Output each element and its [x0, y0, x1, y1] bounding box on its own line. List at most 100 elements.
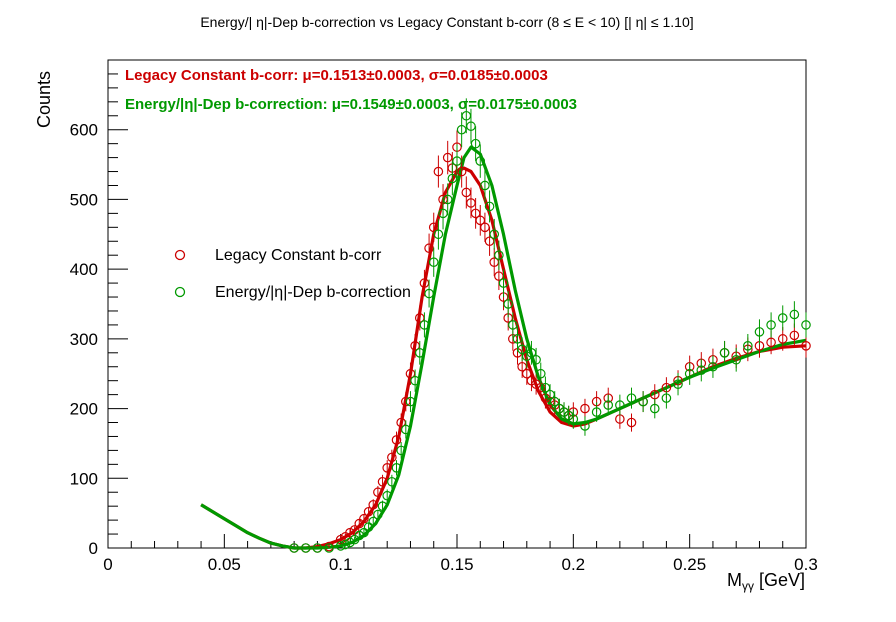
data-point-energy	[447, 173, 458, 184]
data-point-legacy	[456, 166, 467, 177]
x-tick-label: 0.25	[673, 555, 706, 574]
data-point-energy	[300, 543, 311, 553]
legend-marker-energy	[174, 286, 186, 298]
data-point-energy	[696, 365, 707, 376]
fit-curves	[200, 145, 807, 550]
x-axis-title: Mγγ [GeV]	[727, 570, 805, 593]
data-point-legacy	[363, 506, 374, 517]
data-point-legacy	[359, 513, 369, 524]
data-point-energy	[743, 341, 753, 351]
data-point-energy	[452, 156, 462, 166]
y-tick-label: 0	[89, 539, 98, 558]
data-point-energy	[754, 327, 765, 337]
x-axis-title-unit: [GeV]	[754, 570, 805, 590]
data-point-energy	[638, 396, 648, 407]
data-point-legacy	[626, 417, 637, 428]
x-tick-label: 0.1	[329, 555, 353, 574]
data-point-energy	[535, 368, 546, 379]
data-point-legacy	[368, 499, 379, 510]
fit-annotation-legacy: Legacy Constant b-corr: μ=0.1513±0.0003,…	[125, 67, 548, 84]
legend: Legacy Constant b-corr Energy/|η|-Dep b-…	[174, 247, 411, 301]
data-point-energy	[531, 354, 541, 365]
y-tick-label: 100	[70, 469, 98, 488]
data-point-energy	[470, 138, 481, 149]
data-point-energy	[396, 445, 406, 456]
data-point-energy	[289, 543, 299, 553]
data-point-energy	[568, 414, 579, 424]
y-tick-label: 500	[70, 190, 98, 209]
fit-annotation-energy: Energy/|η|-Dep b-correction: μ=0.1549±0.…	[125, 96, 577, 113]
data-point-energy	[626, 393, 637, 403]
data-point-energy	[363, 522, 374, 532]
data-point-legacy	[387, 452, 397, 463]
data-point-energy	[615, 400, 625, 410]
data-point-energy	[466, 121, 476, 132]
data-point-legacy	[766, 337, 776, 348]
data-point-legacy	[461, 187, 472, 198]
data-point-energy	[428, 257, 439, 267]
data-point-energy	[731, 354, 741, 365]
data-point-energy	[438, 208, 448, 219]
data-point-legacy	[615, 414, 625, 424]
data-point-energy	[719, 347, 730, 358]
data-point-legacy	[349, 525, 360, 535]
x-tick-label: 0.05	[208, 555, 241, 574]
data-point-energy	[475, 156, 486, 166]
data-point-legacy	[433, 166, 444, 177]
data-point-energy	[456, 124, 467, 135]
data-point-legacy	[377, 476, 388, 487]
data-point-energy	[591, 407, 602, 417]
fit-curve-energy	[200, 145, 807, 550]
x-tick-label: 0.3	[794, 555, 818, 574]
data-point-energy	[405, 396, 416, 407]
data-point-legacy	[419, 278, 430, 288]
data-point-energy	[419, 320, 430, 330]
data-point-energy	[649, 403, 660, 414]
data-point-legacy	[466, 198, 476, 208]
data-point-energy	[382, 490, 392, 501]
data-point-energy	[603, 400, 614, 410]
x-tick-label: 0.2	[562, 555, 586, 574]
data-point-legacy	[649, 389, 660, 400]
data-point-legacy	[442, 152, 453, 163]
data-point-legacy	[373, 487, 383, 498]
y-axis: 0 100 200 300 400 500 600	[70, 59, 128, 558]
data-point-energy	[442, 194, 453, 205]
legend-label-legacy: Legacy Constant b-corr	[215, 247, 382, 264]
data-point-energy	[484, 201, 495, 212]
data-point-energy	[324, 543, 334, 553]
data-markers	[289, 98, 811, 553]
data-point-energy	[494, 250, 504, 260]
data-point-energy	[512, 334, 523, 344]
chart-title: Energy/| η|-Dep b-correction vs Legacy C…	[200, 14, 693, 30]
data-point-legacy	[391, 435, 402, 445]
data-point-energy	[424, 288, 434, 299]
data-point-energy	[777, 313, 788, 323]
data-point-energy	[410, 375, 420, 386]
data-point-energy	[489, 229, 500, 240]
x-tick-label: 0	[103, 555, 112, 574]
y-tick-label: 600	[70, 121, 98, 140]
y-tick-label: 200	[70, 400, 98, 419]
y-tick-label: 300	[70, 330, 98, 349]
data-point-energy	[480, 180, 490, 191]
x-axis-title-main: M	[727, 570, 742, 590]
data-point-legacy	[382, 463, 392, 473]
data-point-energy	[391, 463, 402, 473]
data-point-energy	[508, 320, 518, 330]
data-point-energy	[801, 320, 811, 330]
data-point-energy	[684, 368, 695, 379]
y-axis-title: Counts	[34, 71, 54, 128]
data-point-energy	[766, 320, 776, 330]
y-tick-label: 400	[70, 260, 98, 279]
data-point-energy	[359, 527, 369, 538]
data-point-energy	[401, 424, 411, 435]
data-point-energy	[503, 299, 513, 309]
x-axis: 0 0.05 0.1 0.15 0.2 0.25 0.3	[103, 534, 818, 574]
data-point-energy	[580, 421, 590, 431]
data-point-energy	[433, 229, 444, 240]
data-point-legacy	[777, 334, 788, 344]
x-tick-label: 0.15	[440, 555, 473, 574]
data-point-energy	[673, 379, 683, 389]
